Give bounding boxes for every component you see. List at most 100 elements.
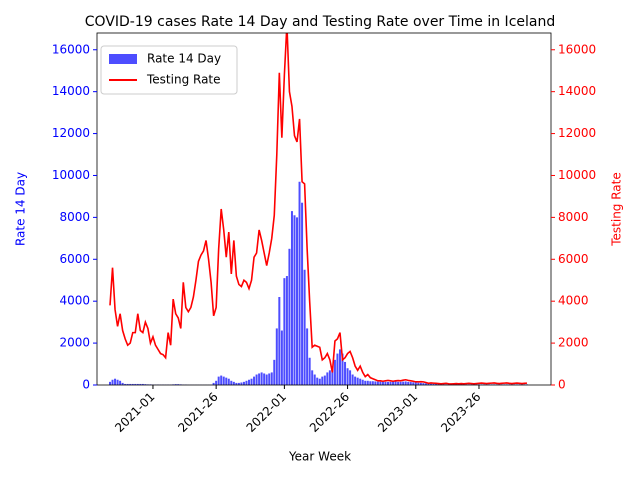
bar bbox=[220, 375, 223, 385]
bar bbox=[387, 381, 389, 385]
chart-title: COVID-19 cases Rate 14 Day and Testing R… bbox=[85, 14, 555, 30]
y2-tick-label: 14000 bbox=[558, 84, 596, 98]
bar bbox=[116, 379, 119, 385]
y2-tick-label: 2000 bbox=[558, 336, 589, 350]
bar bbox=[230, 380, 233, 385]
bar bbox=[316, 377, 319, 385]
x-tick-label: 2023-01 bbox=[375, 390, 420, 435]
y-tick-label: 10000 bbox=[52, 168, 90, 182]
bar bbox=[215, 380, 218, 385]
x-tick-label: 2021-01 bbox=[112, 390, 157, 435]
bar bbox=[275, 328, 278, 385]
bar bbox=[435, 383, 438, 385]
bar bbox=[440, 384, 443, 385]
bar bbox=[124, 383, 127, 385]
bar bbox=[419, 382, 422, 385]
bar bbox=[217, 376, 220, 385]
bar bbox=[326, 372, 329, 385]
bar bbox=[235, 382, 238, 385]
bar bbox=[432, 383, 435, 385]
y2-tick-label: 12000 bbox=[558, 126, 596, 140]
bar bbox=[260, 372, 263, 385]
bar bbox=[242, 381, 245, 385]
y-tick-label: 0 bbox=[82, 378, 90, 392]
bar bbox=[245, 380, 248, 385]
bar bbox=[212, 382, 215, 385]
bar bbox=[359, 378, 362, 385]
bar bbox=[285, 276, 288, 385]
bar bbox=[328, 370, 331, 385]
bar bbox=[136, 383, 139, 385]
y2-tick-label: 0 bbox=[558, 378, 566, 392]
bar bbox=[278, 297, 281, 385]
bar bbox=[141, 383, 144, 385]
y-tick-label: 16000 bbox=[52, 42, 90, 56]
x-axis-label: Year Week bbox=[288, 450, 351, 464]
bar bbox=[129, 383, 132, 385]
bar bbox=[404, 381, 407, 385]
bar bbox=[222, 376, 225, 385]
bar bbox=[290, 211, 293, 385]
bar bbox=[174, 384, 177, 385]
bar bbox=[144, 384, 147, 385]
bar bbox=[351, 374, 354, 385]
bar bbox=[298, 181, 301, 385]
plot-frame bbox=[96, 32, 552, 386]
y-tick-label: 2000 bbox=[59, 336, 90, 350]
bar bbox=[323, 375, 326, 385]
bar bbox=[427, 383, 430, 385]
bar bbox=[376, 381, 379, 385]
bar bbox=[331, 366, 334, 385]
bar bbox=[354, 376, 357, 385]
bar bbox=[265, 374, 268, 385]
legend-label: Testing Rate bbox=[146, 73, 221, 87]
x-tick-label: 2022-01 bbox=[244, 390, 289, 435]
y2-axis-label: Testing Rate bbox=[610, 172, 624, 247]
bar bbox=[364, 380, 367, 385]
bar bbox=[258, 373, 261, 385]
bar bbox=[270, 372, 273, 385]
y2-tick-label: 4000 bbox=[558, 294, 589, 308]
bar bbox=[250, 378, 253, 385]
bar bbox=[303, 269, 306, 385]
bar bbox=[288, 248, 291, 385]
bar bbox=[384, 381, 387, 385]
bar bbox=[407, 381, 410, 385]
bar bbox=[422, 383, 425, 385]
bar bbox=[338, 349, 341, 385]
bar bbox=[109, 381, 111, 385]
bar bbox=[313, 374, 316, 385]
bar bbox=[263, 373, 266, 385]
bar bbox=[336, 353, 339, 385]
bar bbox=[369, 381, 372, 385]
line bbox=[109, 33, 528, 385]
bar bbox=[119, 380, 122, 385]
bar bbox=[225, 377, 228, 385]
bar bbox=[394, 381, 397, 385]
legend-label: Rate 14 Day bbox=[147, 52, 221, 66]
bar bbox=[280, 330, 283, 385]
bar bbox=[248, 379, 250, 385]
y-tick-label: 12000 bbox=[52, 126, 90, 140]
bar bbox=[126, 383, 129, 385]
y2-tick-label: 6000 bbox=[558, 252, 589, 266]
bar bbox=[389, 381, 392, 385]
bar bbox=[417, 382, 420, 385]
bar bbox=[361, 379, 364, 385]
bar bbox=[139, 383, 142, 385]
bar bbox=[311, 370, 314, 385]
bar bbox=[346, 368, 349, 385]
bar bbox=[392, 381, 395, 385]
legend-swatch bbox=[109, 54, 137, 64]
bar bbox=[232, 381, 235, 385]
y-tick-label: 8000 bbox=[59, 210, 90, 224]
y-tick-label: 14000 bbox=[52, 84, 90, 98]
bar bbox=[366, 380, 369, 385]
bar bbox=[341, 353, 344, 385]
bar bbox=[409, 382, 412, 385]
y2-tick-label: 16000 bbox=[558, 42, 596, 56]
bar bbox=[296, 217, 299, 385]
x-tick-label: 2022-26 bbox=[307, 390, 352, 435]
bar bbox=[381, 381, 384, 385]
